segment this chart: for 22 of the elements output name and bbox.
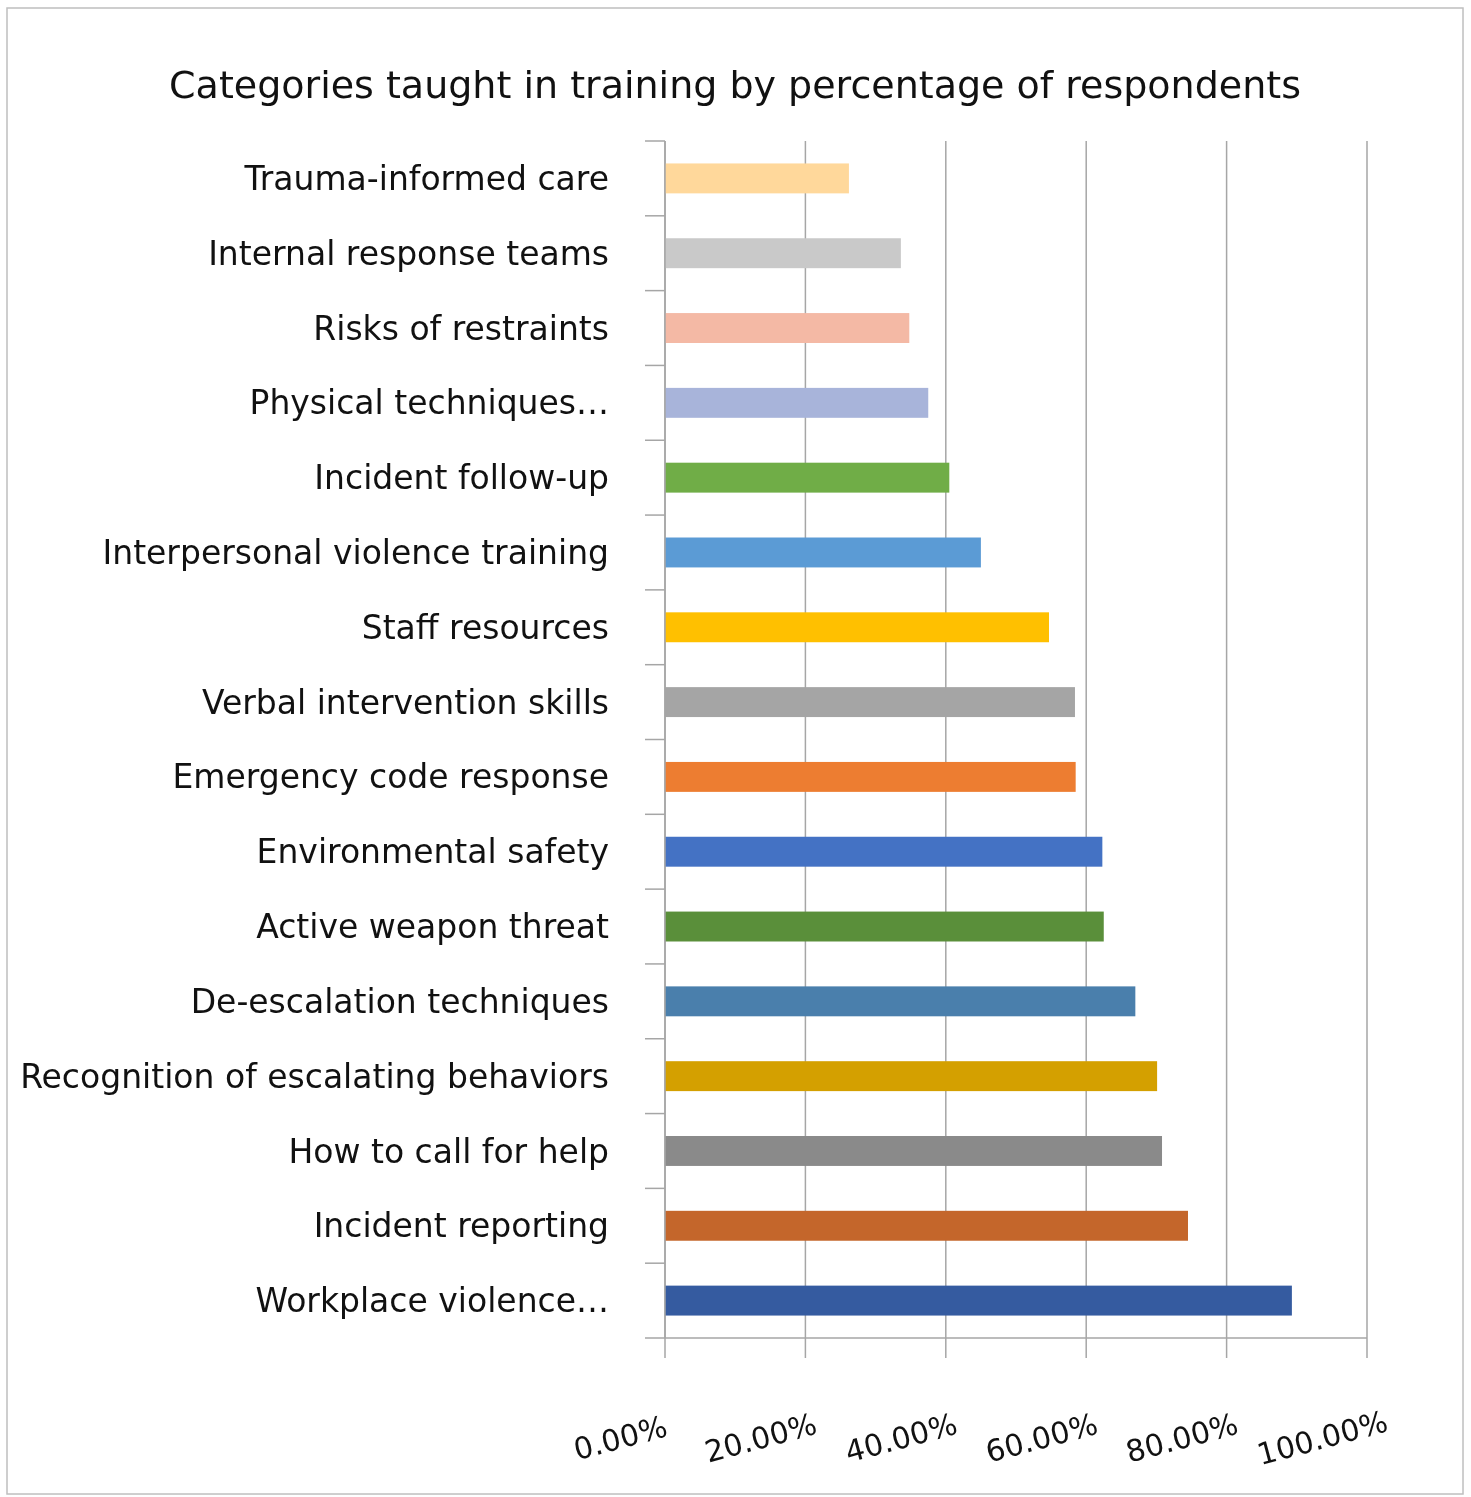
x-tick-label: 20.00%	[700, 1406, 821, 1470]
y-tick-label: Active weapon threat	[256, 907, 610, 947]
y-tick-label: Internal response teams	[208, 233, 609, 273]
y-tick-label: Incident follow-up	[314, 458, 609, 498]
y-tick-label: Workplace violence…	[255, 1281, 609, 1321]
y-tick-label: Staff resources	[361, 607, 609, 647]
y-tick-label: Interpersonal violence training	[102, 533, 609, 573]
x-tick-label: 0.00%	[569, 1408, 671, 1468]
y-tick-label: How to call for help	[288, 1131, 609, 1171]
y-tick-label: Trauma-informed care	[243, 158, 609, 198]
y-tick-label: Physical techniques…	[249, 383, 609, 423]
y-tick-label: Recognition of escalating behaviors	[20, 1056, 609, 1096]
x-tick-label: 60.00%	[981, 1406, 1102, 1470]
y-tick-label: Incident reporting	[313, 1206, 609, 1246]
y-tick-label: Risks of restraints	[313, 308, 609, 348]
x-tick-label: 80.00%	[1122, 1406, 1242, 1470]
x-tick-label: 40.00%	[841, 1406, 961, 1470]
y-tick-label: Verbal intervention skills	[201, 682, 609, 722]
chart-title: Categories taught in training by percentage of respondents	[169, 63, 1301, 107]
y-tick-label: Environmental safety	[256, 832, 609, 872]
y-tick-label: De-escalation techniques	[190, 981, 609, 1021]
y-tick-label: Emergency code response	[172, 757, 609, 797]
